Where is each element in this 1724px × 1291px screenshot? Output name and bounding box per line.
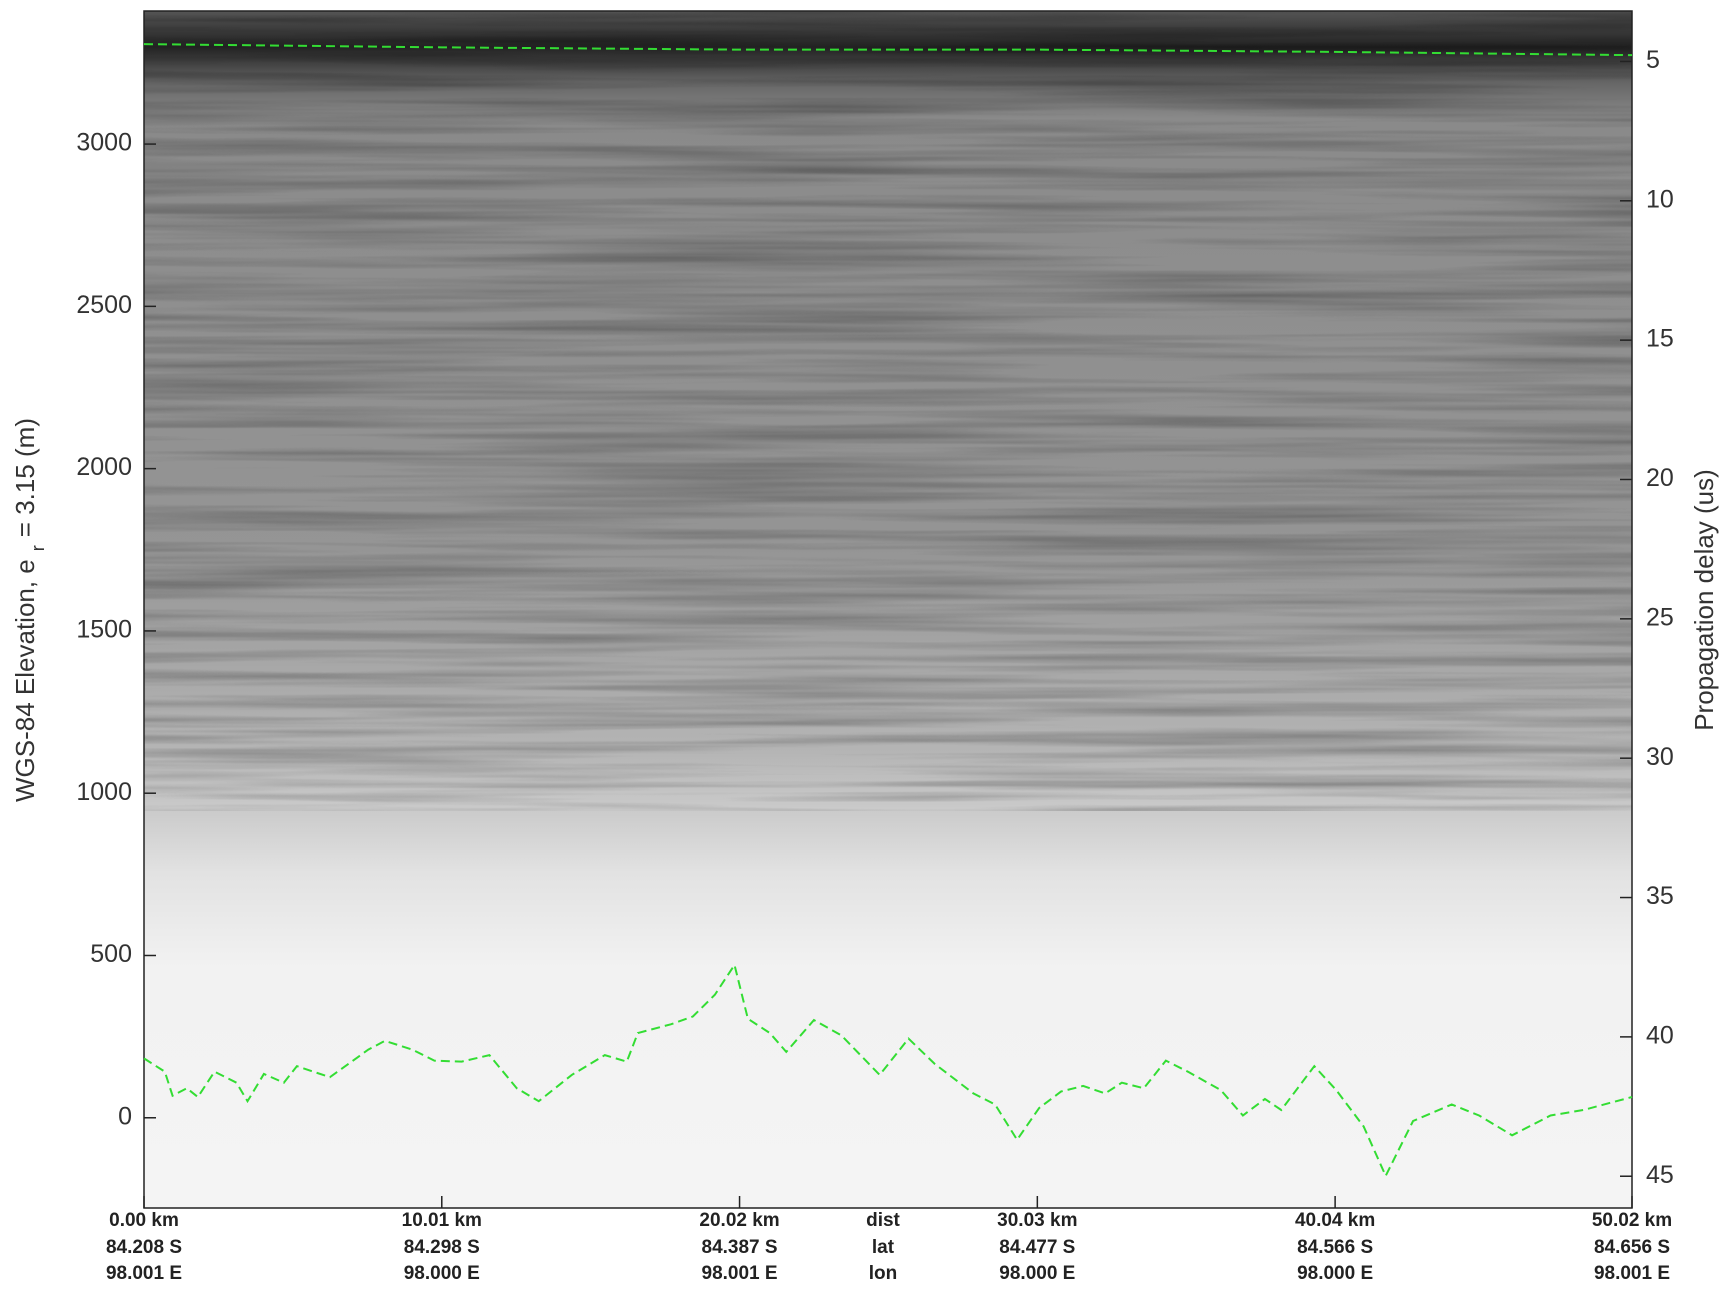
x-tick-label: 50.02 km xyxy=(1592,1210,1672,1231)
x-tick-lon: 98.001 E xyxy=(106,1263,182,1284)
y2-axis-label: Propagation delay (us) xyxy=(1689,469,1719,731)
x-row-label: lon xyxy=(869,1263,898,1284)
x-tick-lat: 84.477 S xyxy=(999,1237,1075,1258)
x-tick-lat: 84.656 S xyxy=(1594,1237,1670,1258)
x-tick-label: 20.02 km xyxy=(699,1210,779,1231)
y2-tick-label: 35 xyxy=(1646,882,1674,910)
y2-tick-label: 45 xyxy=(1646,1161,1674,1189)
x-tick-label: 10.01 km xyxy=(402,1210,482,1231)
y-tick-label: 0 xyxy=(118,1102,132,1130)
pick-line xyxy=(143,43,1633,57)
radargram-layers xyxy=(144,11,1632,811)
y2-tick-label: 10 xyxy=(1646,185,1674,213)
x-tick-lon: 98.000 E xyxy=(404,1263,480,1284)
y-tick-label: 3000 xyxy=(76,129,132,157)
y-label-tail: = 3.15 (m) xyxy=(10,418,40,537)
y2-tick-label: 5 xyxy=(1646,46,1660,74)
y2-tick-label: 20 xyxy=(1646,464,1674,492)
y2-tick-label: 30 xyxy=(1646,743,1674,771)
x-tick-lon: 98.000 E xyxy=(1297,1263,1373,1284)
y-label-sub: r xyxy=(28,545,48,551)
y-axis-label: WGS-84 Elevation, e r = 3.15 (m) xyxy=(10,418,48,802)
x-row-label: lat xyxy=(872,1237,895,1258)
pick-line xyxy=(143,962,1633,1179)
y-tick-label: 1000 xyxy=(76,778,132,806)
x-tick-lat: 84.566 S xyxy=(1297,1237,1373,1258)
y2-tick-label: 40 xyxy=(1646,1021,1674,1049)
x-row-label: dist xyxy=(866,1210,900,1231)
y-tick-label: 500 xyxy=(90,940,132,968)
x-tick-label: 30.03 km xyxy=(997,1210,1077,1231)
y-label-main: WGS-84 Elevation, e xyxy=(10,559,40,802)
x-tick-lon: 98.001 E xyxy=(702,1263,778,1284)
x-tick-label: 40.04 km xyxy=(1295,1210,1375,1231)
y-tick-label: 2500 xyxy=(76,291,132,319)
x-tick-lat: 84.208 S xyxy=(106,1237,182,1258)
y-tick-label: 2000 xyxy=(76,453,132,481)
y2-tick-label: 25 xyxy=(1646,603,1674,631)
x-tick-lat: 84.298 S xyxy=(404,1237,480,1258)
plot-frame xyxy=(143,10,1633,1209)
y-tick-label: 1500 xyxy=(76,616,132,644)
x-tick-lon: 98.001 E xyxy=(1594,1263,1670,1284)
x-tick-lon: 98.000 E xyxy=(999,1263,1075,1284)
y2-tick-label: 15 xyxy=(1646,325,1674,353)
x-tick-label: 0.00 km xyxy=(109,1210,179,1231)
x-tick-lat: 84.387 S xyxy=(702,1237,778,1258)
